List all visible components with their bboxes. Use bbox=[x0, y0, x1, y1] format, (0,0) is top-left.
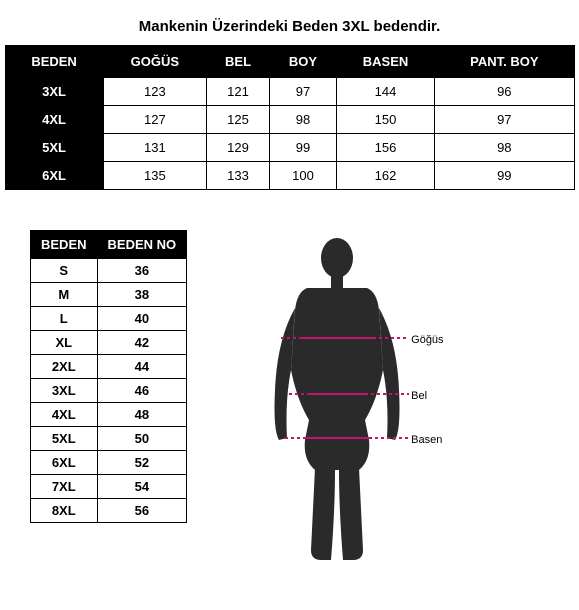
cell: 96 bbox=[435, 78, 574, 106]
body-figure: Göğüs Bel Basen bbox=[237, 230, 497, 570]
label-basen: Basen bbox=[411, 434, 442, 446]
cell-size: 4XL bbox=[5, 106, 103, 134]
label-gogus: Göğüs bbox=[411, 334, 443, 346]
cell: 40 bbox=[97, 307, 187, 331]
col-gogus: GOĞÜS bbox=[103, 46, 206, 78]
col-pantboy: PANT. BOY bbox=[435, 46, 574, 78]
col-bedenno: BEDEN NO bbox=[97, 231, 187, 259]
cell: 38 bbox=[97, 283, 187, 307]
cell: M bbox=[31, 283, 98, 307]
table-row: 4XL 127 125 98 150 97 bbox=[5, 106, 574, 134]
table-row: L40 bbox=[31, 307, 187, 331]
col-beden: BEDEN bbox=[31, 231, 98, 259]
cell: 52 bbox=[97, 451, 187, 475]
table-row: 6XL 135 133 100 162 99 bbox=[5, 162, 574, 190]
cell: 36 bbox=[97, 259, 187, 283]
cell: 129 bbox=[207, 134, 270, 162]
cell: 46 bbox=[97, 379, 187, 403]
cell-size: 6XL bbox=[5, 162, 103, 190]
col-beden: BEDEN bbox=[5, 46, 103, 78]
table-header-row: BEDEN BEDEN NO bbox=[31, 231, 187, 259]
cell: 100 bbox=[270, 162, 337, 190]
measurements-table: BEDEN GOĞÜS BEL BOY BASEN PANT. BOY 3XL … bbox=[5, 45, 575, 190]
table-row: 6XL52 bbox=[31, 451, 187, 475]
table-row: 4XL48 bbox=[31, 403, 187, 427]
cell: 8XL bbox=[31, 499, 98, 523]
cell: 144 bbox=[336, 78, 434, 106]
cell: S bbox=[31, 259, 98, 283]
cell: 99 bbox=[270, 134, 337, 162]
cell: L bbox=[31, 307, 98, 331]
cell: 6XL bbox=[31, 451, 98, 475]
cell: 97 bbox=[270, 78, 337, 106]
cell: 44 bbox=[97, 355, 187, 379]
table-row: 5XL 131 129 99 156 98 bbox=[5, 134, 574, 162]
cell: 133 bbox=[207, 162, 270, 190]
cell: 4XL bbox=[31, 403, 98, 427]
cell-size: 5XL bbox=[5, 134, 103, 162]
cell: 7XL bbox=[31, 475, 98, 499]
cell: 98 bbox=[435, 134, 574, 162]
cell: 135 bbox=[103, 162, 206, 190]
silhouette-icon bbox=[237, 230, 497, 570]
cell: 156 bbox=[336, 134, 434, 162]
cell: 98 bbox=[270, 106, 337, 134]
cell: 162 bbox=[336, 162, 434, 190]
size-map-table: BEDEN BEDEN NO S36 M38 L40 XL42 2XL44 3X… bbox=[30, 230, 187, 523]
col-basen: BASEN bbox=[336, 46, 434, 78]
table-row: S36 bbox=[31, 259, 187, 283]
cell: 123 bbox=[103, 78, 206, 106]
cell: 99 bbox=[435, 162, 574, 190]
cell: 5XL bbox=[31, 427, 98, 451]
table-row: M38 bbox=[31, 283, 187, 307]
table-row: 3XL 123 121 97 144 96 bbox=[5, 78, 574, 106]
cell: 42 bbox=[97, 331, 187, 355]
cell: 48 bbox=[97, 403, 187, 427]
cell-size: 3XL bbox=[5, 78, 103, 106]
cell: 150 bbox=[336, 106, 434, 134]
cell: 121 bbox=[207, 78, 270, 106]
cell: 2XL bbox=[31, 355, 98, 379]
table-row: XL42 bbox=[31, 331, 187, 355]
cell: 127 bbox=[103, 106, 206, 134]
cell: 56 bbox=[97, 499, 187, 523]
label-bel: Bel bbox=[411, 390, 427, 402]
cell: 131 bbox=[103, 134, 206, 162]
col-bel: BEL bbox=[207, 46, 270, 78]
table-row: 3XL46 bbox=[31, 379, 187, 403]
table-row: 8XL56 bbox=[31, 499, 187, 523]
table-header-row: BEDEN GOĞÜS BEL BOY BASEN PANT. BOY bbox=[5, 46, 574, 78]
cell: 50 bbox=[97, 427, 187, 451]
table-row: 2XL44 bbox=[31, 355, 187, 379]
page-title: Mankenin Üzerindeki Beden 3XL bedendir. bbox=[0, 0, 579, 45]
cell: 125 bbox=[207, 106, 270, 134]
cell: 3XL bbox=[31, 379, 98, 403]
cell: 54 bbox=[97, 475, 187, 499]
cell: 97 bbox=[435, 106, 574, 134]
table-row: 5XL50 bbox=[31, 427, 187, 451]
table-row: 7XL54 bbox=[31, 475, 187, 499]
cell: XL bbox=[31, 331, 98, 355]
col-boy: BOY bbox=[270, 46, 337, 78]
